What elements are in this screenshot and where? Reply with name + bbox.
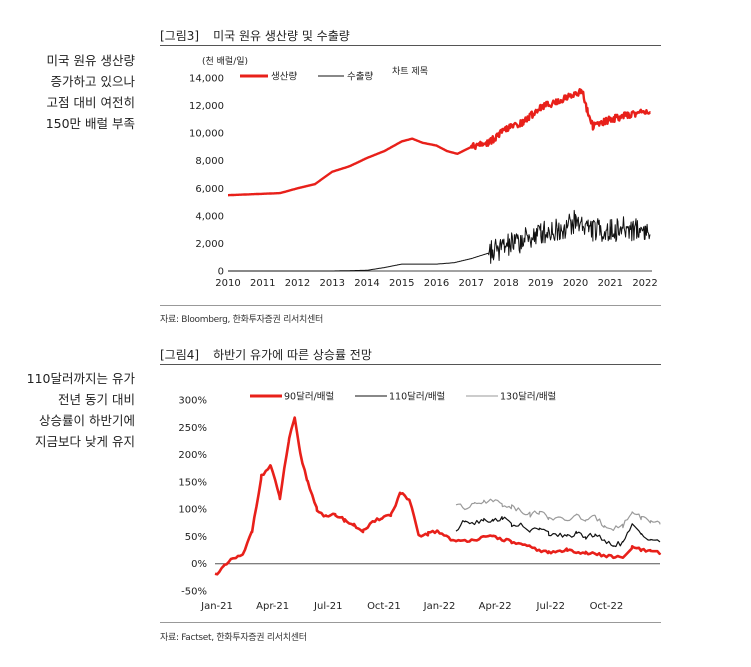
y-tick-label: 0% xyxy=(191,559,207,570)
sidebar-top-line: 150만 배럴 부족 xyxy=(45,116,135,131)
figure4-rule xyxy=(160,364,661,365)
x-tick-label: 2014 xyxy=(354,278,379,289)
y-tick-label: 250% xyxy=(178,423,207,434)
figure3-source: 자료: Bloomberg, 한화투자증권 리서치센터 xyxy=(160,315,323,325)
unit-label: (천 배럴/일) xyxy=(202,56,248,67)
legend: 생산량 수출량 xyxy=(240,71,373,83)
sidebar-bottom: 110달러까지는 유가 전년 동기 대비 상승률이 하반기에 지금보다 낮게 유… xyxy=(0,368,135,452)
y-tick-label: 200% xyxy=(178,450,207,461)
x-tick-label: Jul-21 xyxy=(313,601,342,612)
line-90 xyxy=(214,416,662,576)
x-tick-label: 2011 xyxy=(250,278,275,289)
legend: 90달러/배럴 110달러/배럴 130달러/배럴 xyxy=(250,391,556,403)
line-130 xyxy=(455,498,661,531)
y-axis: -50% 0% 50% 100% 150% 200% 250% 300% xyxy=(178,396,660,598)
y-tick-label: 0 xyxy=(218,267,224,278)
figure3-heading: 미국 원유 생산량 및 수출량 xyxy=(213,29,350,43)
x-tick-label: 2022 xyxy=(632,278,657,289)
chart-production-exports: (천 배럴/일) 차트 제목 생산량 수출량 0 2,000 4,000 6,000 8,… xyxy=(189,56,658,289)
production-line xyxy=(227,88,652,197)
series-lines xyxy=(227,88,652,272)
chart-price-growth: 90달러/배럴 110달러/배럴 130달러/배럴 -50% 0% 50% 100% 150… xyxy=(178,391,662,612)
y-tick-label: -50% xyxy=(181,587,207,598)
exports-line xyxy=(228,209,651,272)
y-tick-label: 12,000 xyxy=(189,101,224,112)
sidebar-top-line: 고점 대비 여전히 xyxy=(46,95,135,110)
x-tick-label: 2010 xyxy=(215,278,240,289)
y-tick-label: 100% xyxy=(178,505,207,516)
x-tick-label: 2017 xyxy=(459,278,484,289)
legend-label-130: 130달러/배럴 xyxy=(500,391,556,403)
x-tick-label: 2018 xyxy=(493,278,518,289)
x-tick-label: Apr-21 xyxy=(256,601,289,612)
x-tick-label: Apr-22 xyxy=(479,601,512,612)
sidebar-bottom-line: 상승률이 하반기에 xyxy=(39,413,135,428)
sidebar-top-line: 미국 원유 생산량 xyxy=(46,53,135,68)
legend-label-110: 110달러/배럴 xyxy=(389,391,445,403)
x-tick-label: 2021 xyxy=(598,278,623,289)
x-tick-label: 2015 xyxy=(389,278,414,289)
x-tick-label: 2016 xyxy=(424,278,449,289)
y-tick-label: 6,000 xyxy=(195,184,224,195)
series-lines xyxy=(214,416,662,576)
y-tick-label: 10,000 xyxy=(189,129,224,140)
sidebar-top-line: 증가하고 있으나 xyxy=(50,74,135,89)
y-axis: 0 2,000 4,000 6,000 8,000 10,000 12,000 14,000 xyxy=(189,74,652,278)
x-axis: Jan-21 Apr-21 Jul-21 Oct-21 Jan-22 Apr-22 Jul-… xyxy=(200,601,623,612)
legend-label-exports: 수출량 xyxy=(347,71,373,83)
y-tick-label: 14,000 xyxy=(189,74,224,85)
y-tick-label: 150% xyxy=(178,477,207,488)
sidebar-bottom-line: 지금보다 낮게 유지 xyxy=(35,434,135,449)
x-tick-label: Jan-22 xyxy=(423,601,456,612)
figure3-bottom-rule xyxy=(160,305,661,306)
line-110 xyxy=(455,516,661,548)
x-tick-label: 2013 xyxy=(320,278,345,289)
y-tick-label: 2,000 xyxy=(195,239,224,250)
y-tick-label: 4,000 xyxy=(195,211,224,222)
figure4-label: [그림4] xyxy=(160,348,200,362)
x-tick-label: Oct-22 xyxy=(590,601,624,612)
y-tick-label: 300% xyxy=(178,396,207,407)
x-tick-label: Jan-21 xyxy=(200,601,233,612)
x-tick-label: Oct-21 xyxy=(367,601,401,612)
figure3-title: [그림3] 미국 원유 생산량 및 수출량 xyxy=(160,27,350,44)
x-tick-label: Jul-22 xyxy=(536,601,565,612)
figure3-rule xyxy=(160,45,661,46)
chart-annotation: 차트 제목 xyxy=(392,65,428,77)
legend-label-90: 90달러/배럴 xyxy=(284,391,334,403)
sidebar-bottom-line: 110달러까지는 유가 xyxy=(26,371,135,386)
x-tick-label: 2019 xyxy=(528,278,553,289)
figure4-title: [그림4] 하반기 유가에 따른 상승률 전망 xyxy=(160,346,372,363)
x-tick-label: 2020 xyxy=(563,278,588,289)
x-tick-label: 2012 xyxy=(285,278,310,289)
figure4-heading: 하반기 유가에 따른 상승률 전망 xyxy=(213,348,372,362)
y-tick-label: 8,000 xyxy=(195,156,224,167)
y-tick-label: 50% xyxy=(185,532,207,543)
figure4-bottom-rule xyxy=(160,622,661,623)
sidebar-bottom-line: 전년 동기 대비 xyxy=(58,392,135,407)
x-axis: 2010 2011 2012 2013 2014 2015 2016 2017 2018 2019… xyxy=(215,278,658,289)
figure3-label: [그림3] xyxy=(160,29,200,43)
figure4-source: 자료: Factset, 한화투자증권 리서치센터 xyxy=(160,633,307,643)
legend-label-production: 생산량 xyxy=(271,71,297,83)
sidebar-top: 미국 원유 생산량 증가하고 있으나 고점 대비 여전히 150만 배럴 부족 xyxy=(0,50,135,134)
